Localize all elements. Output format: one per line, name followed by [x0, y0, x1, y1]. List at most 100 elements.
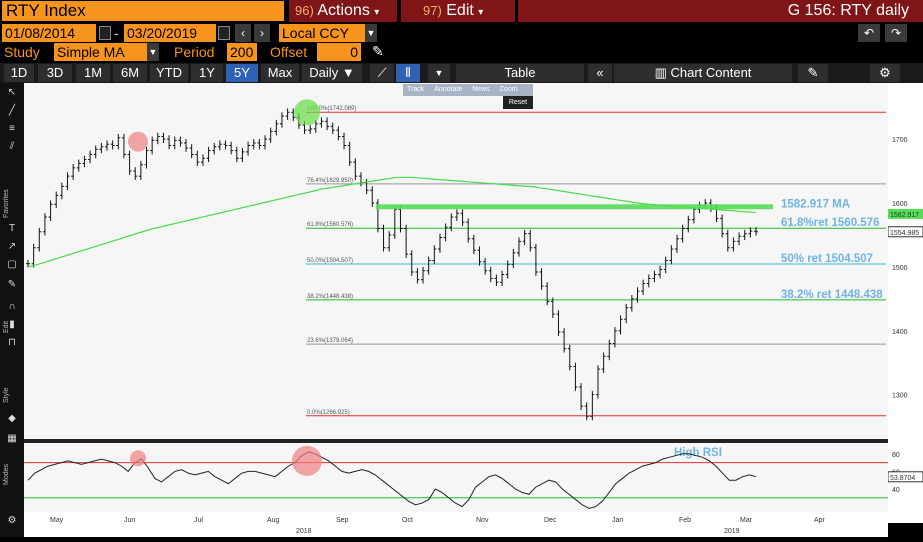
tab-max[interactable]: Max — [261, 64, 299, 82]
date-separator: - — [114, 25, 119, 41]
price-chart: 100.0%(1742.089) 76.4%(1629.950) 61.8%(156… — [24, 83, 888, 523]
calendar-icon[interactable] — [99, 26, 111, 40]
text-tool-icon[interactable]: T — [8, 223, 16, 234]
news-button[interactable]: News — [472, 86, 490, 93]
price-tick-label: 1300 — [892, 393, 908, 400]
chart-area[interactable]: 100.0%(1742.089) 76.4%(1629.950) 61.8%(156… — [24, 83, 888, 523]
edit-menu[interactable]: 97) Edit ▾ — [401, 0, 515, 22]
month-tick-label: Mar — [740, 517, 753, 524]
arrow-tool-icon[interactable]: ↗ — [7, 241, 17, 252]
fib-level-label: 50.0%(1504.507) — [307, 258, 353, 264]
period-input[interactable]: 200 — [227, 43, 257, 61]
fib-50-annotation: 50% ret 1504.507 — [781, 253, 873, 265]
lock-icon[interactable]: ⊓ — [8, 337, 16, 348]
zoom-button[interactable]: Zoom — [499, 86, 518, 93]
fib-level-label: 61.8%(1560.576) — [307, 222, 353, 228]
currency-select[interactable]: Local CCY — [279, 24, 365, 42]
ma-value-tag — [888, 208, 923, 219]
edit-num: 97) — [423, 3, 442, 18]
range-tabs-bar: 1D 3D 1M 6M YTD 1Y 5Y Max Daily ▼ ⟋ ⫴ ▼ … — [0, 63, 923, 83]
month-tick-label: Oct — [402, 517, 413, 524]
fib-level-label: 76.4%(1629.950) — [307, 178, 353, 184]
cursor-icon[interactable]: ↖ — [7, 87, 17, 98]
tab-6m[interactable]: 6M — [113, 64, 147, 82]
fib-level-label: 100.0%(1742.089) — [307, 106, 356, 112]
chart-icon: ▥ — [654, 65, 667, 80]
tab-1m[interactable]: 1M — [76, 64, 110, 82]
fib-382-annotation: 38.2% ret 1448.438 — [781, 289, 883, 301]
tab-1d[interactable]: 1D — [4, 64, 34, 82]
actions-num: 96) — [295, 3, 314, 18]
fib-tool-icon[interactable]: ≡ — [9, 123, 15, 134]
offset-input[interactable]: 0 — [317, 43, 361, 61]
time-axis: May Jun Jul Aug Sep Oct Nov Dec Jan Feb Mar Apr 2018… — [24, 512, 888, 537]
prev-arrow-icon[interactable]: ‹ — [235, 24, 251, 42]
pencil-icon[interactable]: ✎ — [7, 279, 17, 290]
reset-button[interactable]: Reset — [503, 96, 533, 109]
color-icon[interactable]: ◆ — [8, 413, 16, 424]
study-select[interactable]: Simple MA — [54, 43, 147, 61]
periodicity-label: Daily — [309, 65, 339, 80]
channel-tool-icon[interactable]: ⫽ — [9, 141, 15, 152]
study-label: Study — [4, 44, 40, 60]
actions-menu[interactable]: 96) Actions ▾ — [289, 0, 397, 22]
rsi-high-marker — [292, 445, 322, 476]
line-chart-icon[interactable]: ⟋ — [370, 64, 394, 82]
rsi-tick-label: 40 — [892, 487, 900, 494]
date-row: 01/08/2014 - 03/20/2019 ‹ › Local CCY ▼ … — [0, 22, 923, 42]
tab-1y[interactable]: 1Y — [191, 64, 223, 82]
undo-icon[interactable]: ↶ — [858, 24, 880, 42]
track-button[interactable]: Track — [407, 86, 425, 93]
ma-value-label: 1582.917 — [890, 212, 919, 219]
price-panel-bg — [24, 83, 888, 439]
chart-interaction-toolbar: Track Annotate News Zoom — [403, 84, 533, 96]
gear-icon[interactable]: ⚙ — [870, 64, 900, 82]
pencil-icon[interactable]: ✎ — [372, 43, 384, 59]
actions-label: Actions — [317, 2, 370, 19]
month-tick-label: Apr — [814, 517, 826, 524]
collapse-left-icon[interactable]: « — [588, 64, 612, 82]
period-label: Period — [174, 44, 215, 60]
table-button[interactable]: Table — [456, 64, 584, 82]
chart-content-button[interactable]: ▥ Chart Content — [614, 64, 792, 82]
edit-chart-icon[interactable]: ✎ — [798, 64, 828, 82]
rsi-tick-label: 80 — [892, 452, 900, 459]
start-date-input[interactable]: 01/08/2014 — [2, 24, 96, 42]
chevron-down-icon: ▾ — [374, 7, 380, 18]
month-tick-label: Jul — [194, 517, 203, 524]
month-tick-label: Dec — [544, 517, 557, 524]
redo-icon[interactable]: ↷ — [885, 24, 907, 42]
magnet-icon[interactable]: ∩ — [8, 301, 16, 312]
drawing-toolbar: ↖ ╱ ≡ ⫽ Favorites T ↗ ▢ ✎ Edit ∩ ▮ Style… — [0, 83, 24, 537]
tab-5y[interactable]: 5Y — [226, 64, 258, 82]
periodicity-select[interactable]: Daily ▼ — [302, 64, 362, 82]
security-field[interactable]: RTY Index — [2, 1, 284, 21]
shape-tool-icon[interactable]: ▢ — [7, 259, 17, 270]
month-tick-label: Sep — [336, 517, 349, 524]
chevron-down-icon: ▼ — [341, 65, 355, 80]
gear-icon[interactable]: ⚙ — [7, 515, 17, 526]
study-row: Study Simple MA ▼ Period 200 Offset 0 ✎ — [0, 42, 923, 62]
price-tick-label: 1600 — [892, 201, 908, 208]
high-marker — [294, 99, 320, 126]
calendar-icon[interactable] — [218, 26, 230, 40]
chevron-down-icon[interactable]: ▼ — [147, 43, 159, 61]
grid-icon[interactable]: ▦ — [7, 433, 17, 444]
year-tick-label: 2018 — [296, 528, 312, 535]
ma-annotation: 1582.917 MA — [781, 198, 850, 210]
chevron-down-icon[interactable]: ▼ — [428, 64, 450, 82]
next-arrow-icon[interactable]: › — [254, 24, 270, 42]
chart-content-label: Chart Content — [670, 65, 752, 80]
end-date-input[interactable]: 03/20/2019 — [124, 24, 216, 42]
line-tool-icon[interactable]: ╱ — [8, 105, 16, 116]
tab-3d[interactable]: 3D — [38, 64, 72, 82]
chevron-down-icon[interactable]: ▼ — [365, 24, 377, 42]
title-bar: RTY Index 96) Actions ▾ 97) Edit ▾ G 156… — [0, 0, 923, 22]
favorites-label: Favorites — [3, 189, 10, 218]
bar-chart-icon[interactable]: ⫴ — [396, 64, 420, 82]
high-marker — [128, 131, 148, 152]
trash-icon[interactable]: ▮ — [9, 319, 15, 330]
annotate-button[interactable]: Annotate — [434, 86, 463, 93]
rsi-line — [27, 451, 757, 509]
tab-ytd[interactable]: YTD — [150, 64, 188, 82]
